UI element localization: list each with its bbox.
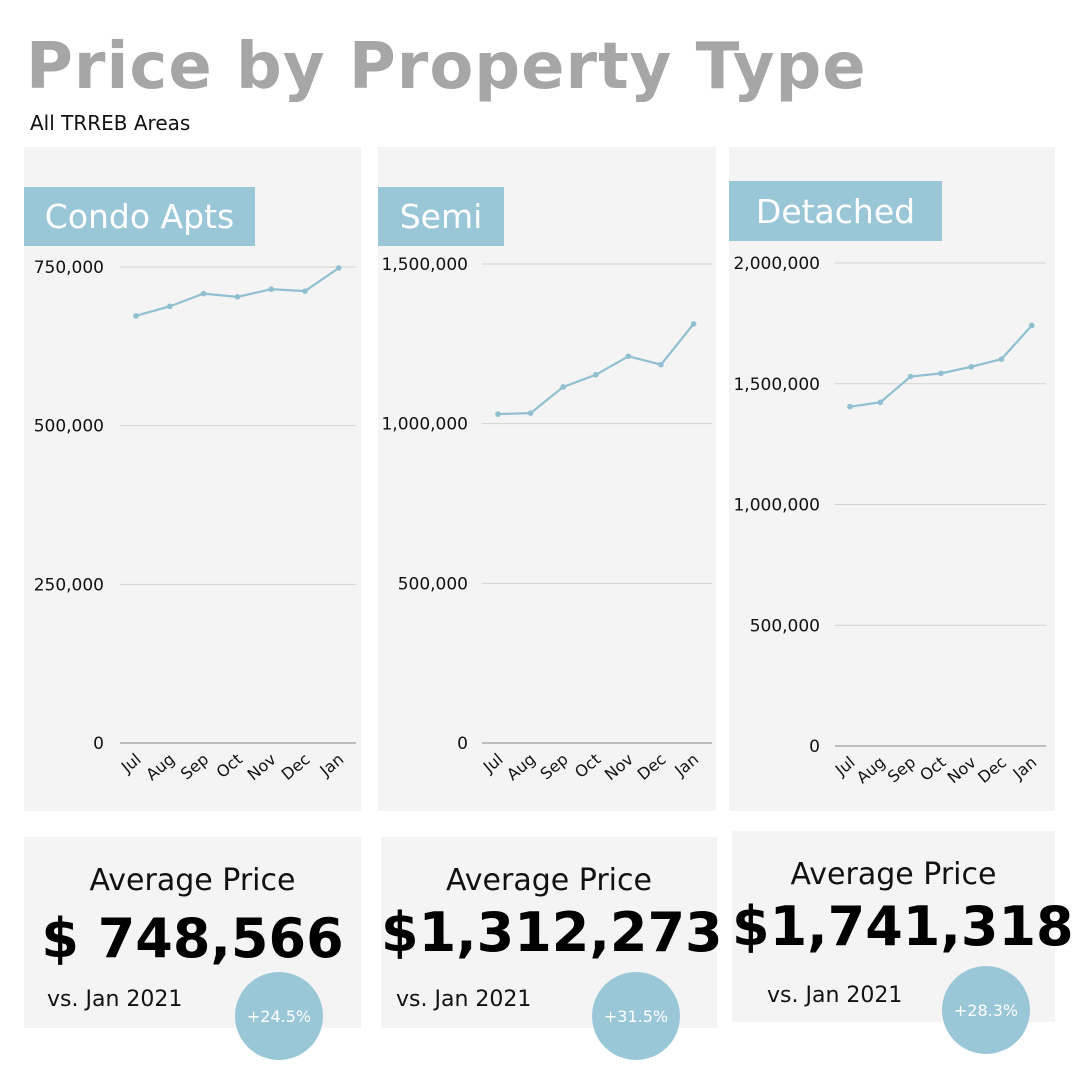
x-tick-label: Nov — [944, 753, 980, 788]
avg-price-label: Average Price — [790, 857, 997, 892]
chart-panel-detached — [729, 147, 1055, 811]
data-point — [593, 372, 599, 378]
x-tick-label: Sep — [536, 750, 571, 784]
series-line — [849, 324, 1033, 408]
data-point — [336, 265, 342, 271]
series-line — [135, 267, 340, 317]
data-point — [167, 303, 173, 310]
y-tick-label: 0 — [809, 737, 820, 757]
x-tick-label: Oct — [916, 753, 949, 785]
data-point — [495, 411, 501, 417]
x-tick-label: Aug — [853, 753, 889, 788]
page-subtitle: All TRREB Areas — [30, 111, 191, 135]
x-tick-label: Jan — [670, 750, 702, 781]
data-point — [268, 286, 274, 293]
y-tick-label: 500,000 — [398, 574, 468, 594]
chart-title-semi: Semi — [378, 187, 504, 246]
chart-panel-semi — [378, 147, 716, 811]
avg-price-value: $1,741,318 — [732, 895, 1074, 958]
y-tick-label: 0 — [457, 734, 468, 754]
comparison-label: vs. Jan 2021 — [396, 987, 532, 1012]
series-line — [497, 323, 695, 416]
detached-line-chart: 0500,0001,000,0001,500,0002,000,000JulAu… — [733, 254, 1046, 788]
data-point — [200, 290, 207, 297]
y-tick-label: 1,500,000 — [733, 375, 820, 395]
avg-price-value: $1,312,273 — [381, 901, 723, 964]
page-title: Price by Property Type — [26, 30, 867, 104]
comparison-label: vs. Jan 2021 — [767, 983, 903, 1008]
chart-panel-condo — [24, 147, 361, 811]
chart-title-detached: Detached — [729, 181, 942, 241]
data-point — [1029, 322, 1035, 329]
x-tick-label: Jul — [479, 750, 507, 778]
data-point — [938, 370, 944, 377]
avg-price-value: $ 748,566 — [41, 907, 344, 970]
y-tick-label: 0 — [93, 734, 104, 754]
y-tick-label: 500,000 — [34, 417, 104, 437]
x-tick-label: Oct — [571, 750, 604, 782]
chart-title-condo: Condo Apts — [24, 187, 255, 246]
x-tick-label: Dec — [974, 753, 1010, 787]
y-tick-label: 750,000 — [34, 258, 104, 278]
avg-price-label: Average Price — [446, 863, 652, 898]
data-point — [302, 288, 308, 294]
data-point — [847, 403, 853, 410]
data-point — [998, 356, 1005, 362]
x-tick-label: Sep — [884, 753, 919, 787]
change-badge-condo: +24.5% — [235, 972, 323, 1060]
data-point — [877, 399, 884, 406]
x-tick-label: Jul — [117, 750, 145, 778]
x-tick-label: Dec — [278, 750, 314, 784]
data-point — [625, 353, 632, 360]
x-tick-label: Nov — [601, 750, 637, 785]
x-tick-label: Jan — [1008, 753, 1040, 784]
y-tick-label: 2,000,000 — [733, 254, 820, 274]
data-point — [968, 364, 974, 370]
x-tick-label: Aug — [142, 750, 178, 785]
y-tick-label: 250,000 — [34, 575, 104, 595]
y-tick-label: 1,500,000 — [381, 255, 468, 275]
comparison-label: vs. Jan 2021 — [47, 987, 183, 1012]
data-point — [690, 321, 697, 327]
x-tick-label: Dec — [634, 750, 670, 784]
y-tick-label: 1,000,000 — [733, 496, 820, 516]
x-tick-label: Oct — [213, 750, 246, 782]
avg-price-label: Average Price — [89, 863, 296, 898]
data-point — [560, 384, 566, 390]
y-tick-label: 500,000 — [750, 616, 820, 636]
data-point — [527, 410, 534, 416]
data-point — [234, 294, 241, 300]
data-point — [133, 313, 139, 319]
stat-card-semi: Average Price $1,312,273 vs. Jan 2021 — [381, 837, 723, 1028]
x-tick-label: Nov — [244, 750, 280, 785]
x-tick-label: Jan — [315, 750, 347, 781]
change-badge-semi: +31.5% — [592, 972, 680, 1060]
x-tick-label: Sep — [177, 750, 212, 784]
change-badge-detached: +28.3% — [942, 966, 1030, 1054]
y-tick-label: 1,000,000 — [381, 415, 468, 435]
data-point — [907, 373, 914, 380]
data-point — [658, 361, 664, 368]
x-tick-label: Aug — [503, 750, 539, 785]
